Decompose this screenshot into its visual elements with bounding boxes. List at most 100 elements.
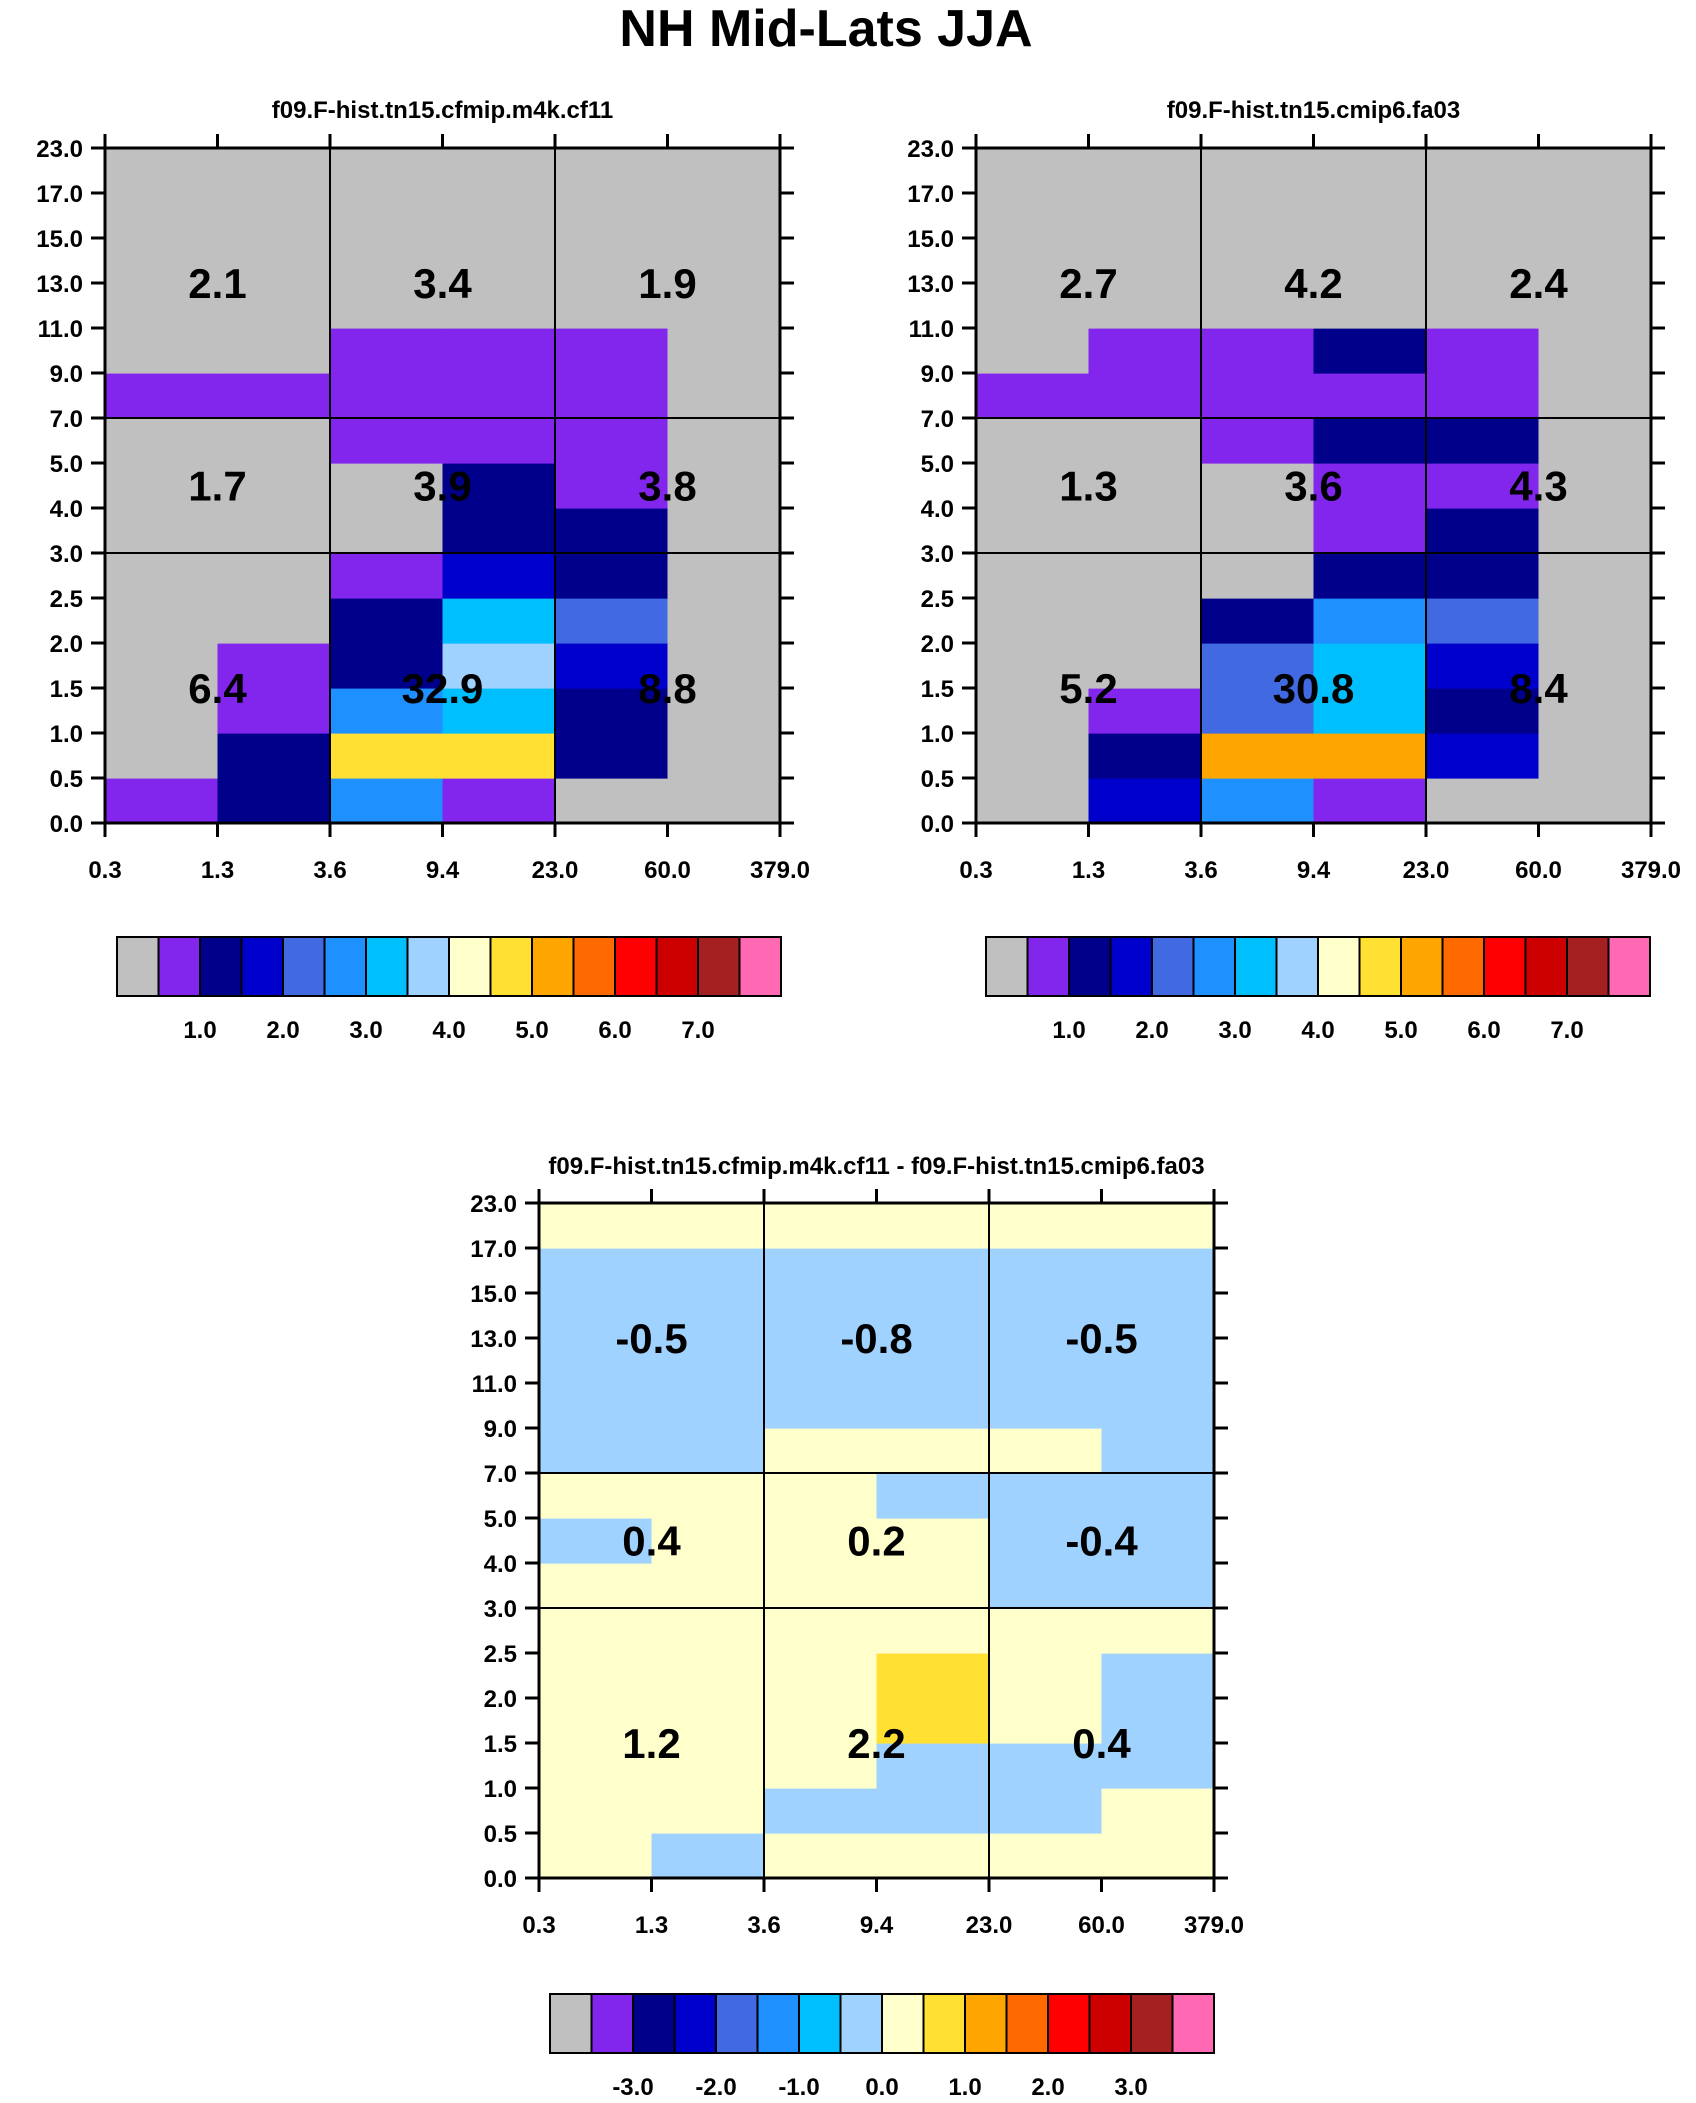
heatmap-cell [330,508,444,554]
heatmap-cell [442,688,556,734]
y-tick-label: 23.0 [470,1191,517,1218]
colorbar-label: 3.0 [1114,2074,1147,2101]
heatmap-cell [1426,733,1540,779]
heatmap-cell [876,1428,990,1474]
x-tick-label: 1.3 [1072,857,1105,884]
heatmap-cell [1313,508,1427,554]
summary-value: 3.6 [1284,463,1342,510]
heatmap-cell [1088,733,1202,779]
summary-value: 8.8 [638,665,696,712]
heatmap-cell [1101,1518,1215,1564]
heatmap-cell [539,1743,653,1789]
x-tick-label: 3.6 [747,1912,780,1939]
heatmap-cell [764,1788,878,1834]
colorbar-box [1171,1993,1215,2054]
heatmap-cell [989,1383,1103,1429]
heatmap-cell [539,1608,653,1654]
heatmap-cell [217,238,331,284]
colorbar-box [756,1993,800,2054]
heatmap-cell [876,1788,990,1834]
chart-panel3: f09.F-hist.tn15.cfmip.m4k.cf11 - f09.F-h… [470,1153,1244,2101]
heatmap-cell [667,778,781,824]
heatmap-cell [876,1608,990,1654]
heatmap-cell [876,1203,990,1249]
heatmap-cell [105,733,219,779]
heatmap-cell [1426,148,1540,194]
y-tick-label: 2.0 [484,1686,517,1713]
heatmap-cell [667,508,781,554]
heatmap-cell [1101,1338,1215,1384]
summary-value: 0.4 [622,1518,681,1565]
heatmap-cell [442,418,556,464]
colorbar-label: -2.0 [695,2074,736,2101]
colorbar-box [365,936,409,997]
heatmap-cell [555,283,669,329]
heatmap-cell [989,1248,1103,1294]
heatmap-cell [876,1833,990,1879]
heatmap-cell [1101,1698,1215,1744]
heatmap-cell [667,733,781,779]
y-tick-label: 1.5 [484,1731,517,1758]
heatmap-cell [217,418,331,464]
heatmap-cell [217,778,331,824]
heatmap-cell [1538,553,1652,599]
heatmap-cell [539,1653,653,1699]
panel-title: f09.F-hist.tn15.cfmip.m4k.cf11 - f09.F-h… [548,1153,1204,1180]
heatmap-cell [555,688,669,734]
heatmap-cell [876,1383,990,1429]
heatmap-cell [442,463,556,509]
heatmap-cell [667,238,781,284]
x-tick-label: 9.4 [426,857,460,884]
heatmap-cell [330,688,444,734]
heatmap-cell [539,1473,653,1519]
heatmap-cell [1101,1608,1215,1654]
colorbar-label: -1.0 [778,2074,819,2101]
heatmap-cell [105,193,219,239]
heatmap-cell [989,1518,1103,1564]
y-tick-label: 9.0 [921,361,954,388]
y-tick-label: 23.0 [907,136,954,163]
heatmap-cell [555,418,669,464]
heatmap-cell [217,193,331,239]
heatmap-cell [330,553,444,599]
heatmap-cell [1538,238,1652,284]
heatmap-cell [764,1698,878,1744]
summary-value: 1.7 [188,463,246,510]
heatmap-cell [989,1608,1103,1654]
heatmap-cell [442,778,556,824]
heatmap-cell [442,508,556,554]
heatmap-cell [1101,1743,1215,1789]
heatmap-cell [217,733,331,779]
heatmap-cell [1313,328,1427,374]
heatmap-cell [1538,598,1652,644]
heatmap-cell [976,733,1090,779]
heatmap-cell [217,598,331,644]
heatmap-cell [442,328,556,374]
heatmap-cell [667,328,781,374]
heatmap-cell [105,463,219,509]
heatmap-cell [217,148,331,194]
heatmap-cell [539,1383,653,1429]
heatmap-cell [989,1338,1103,1384]
heatmap-cell [539,1248,653,1294]
summary-value: -0.4 [1065,1518,1138,1565]
heatmap-cell [764,1653,878,1699]
y-tick-label: 5.0 [484,1506,517,1533]
colorbar-box [1275,936,1319,997]
summary-value: -0.5 [1065,1315,1137,1362]
heatmap-cell [1313,778,1427,824]
colorbar-box [1005,1993,1049,2054]
colorbar-box [964,1993,1008,2054]
heatmap-cell [1426,193,1540,239]
heatmap-cell [989,1653,1103,1699]
heatmap-cell [555,733,669,779]
heatmap-cell [976,778,1090,824]
heatmap-cell [442,238,556,284]
heatmap-cell [330,418,444,464]
heatmap-cell [876,1248,990,1294]
summary-value: 3.8 [638,463,696,510]
y-tick-label: 5.0 [921,451,954,478]
colorbar-box [655,936,699,997]
colorbar-box [199,936,243,997]
heatmap-cell [764,1248,878,1294]
